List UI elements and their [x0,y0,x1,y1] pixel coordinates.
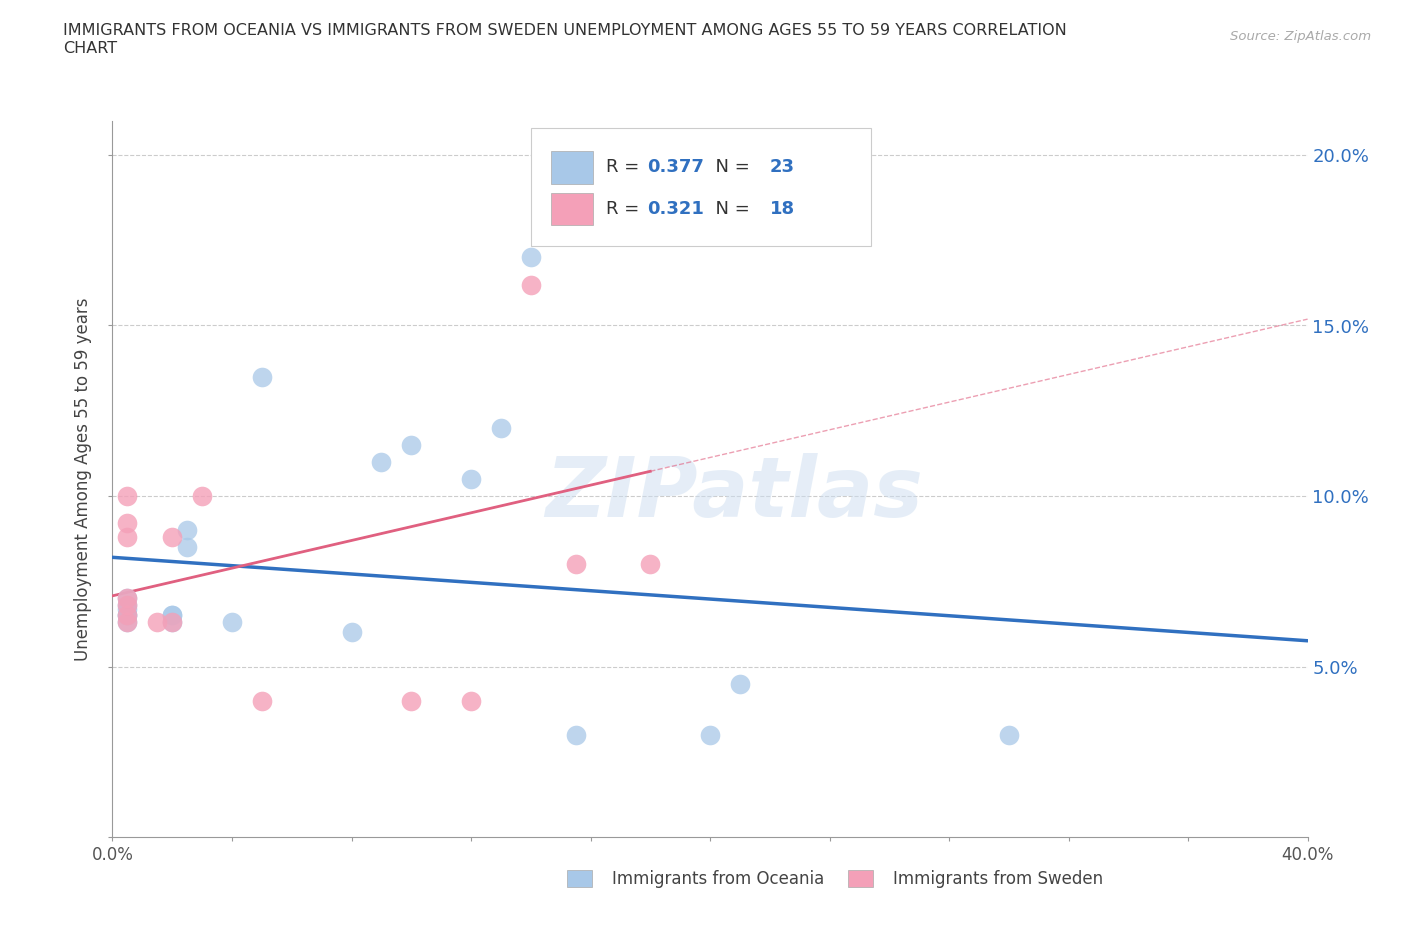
Text: R =: R = [606,200,645,218]
Point [117,608,139,623]
Point [401,693,423,708]
FancyBboxPatch shape [531,128,872,246]
Text: ZIPatlas: ZIPatlas [546,453,922,534]
Point [162,615,183,630]
FancyBboxPatch shape [567,870,592,887]
Y-axis label: Unemployment Among Ages 55 to 59 years: Unemployment Among Ages 55 to 59 years [75,298,93,660]
Point [699,727,721,742]
Point [117,601,139,616]
Point [117,591,139,605]
Point [520,250,543,265]
Point [117,591,139,605]
Point [520,277,543,292]
Text: IMMIGRANTS FROM OCEANIA VS IMMIGRANTS FROM SWEDEN UNEMPLOYMENT AMONG AGES 55 TO : IMMIGRANTS FROM OCEANIA VS IMMIGRANTS FR… [63,23,1067,56]
Point [162,608,183,623]
Point [640,557,662,572]
Point [250,693,273,708]
Point [176,523,198,538]
FancyBboxPatch shape [551,193,593,225]
Point [117,598,139,613]
Point [117,529,139,544]
Point [162,529,183,544]
Point [191,488,214,503]
Point [340,625,363,640]
Point [162,615,183,630]
Point [401,437,423,452]
Text: Immigrants from Sweden: Immigrants from Sweden [872,870,1102,888]
Point [176,539,198,554]
Text: Source: ZipAtlas.com: Source: ZipAtlas.com [1230,30,1371,43]
Point [998,727,1021,742]
Point [728,676,751,691]
Text: R =: R = [606,158,645,177]
Point [117,598,139,613]
Text: 0.377: 0.377 [647,158,703,177]
Point [146,615,169,630]
Point [117,608,139,623]
Text: N =: N = [704,200,755,218]
Point [162,608,183,623]
Point [370,455,392,470]
Point [117,615,139,630]
Point [221,615,243,630]
Point [564,557,586,572]
FancyBboxPatch shape [551,152,593,183]
Text: 23: 23 [770,158,794,177]
Point [117,615,139,630]
Text: 0.321: 0.321 [647,200,703,218]
Text: N =: N = [704,158,755,177]
Point [460,693,482,708]
Point [117,608,139,623]
Point [460,472,482,486]
Point [250,369,273,384]
Point [595,216,617,231]
Point [117,516,139,531]
Point [489,420,512,435]
Point [564,727,586,742]
FancyBboxPatch shape [848,870,873,887]
Text: 18: 18 [770,200,794,218]
Point [117,488,139,503]
Text: Immigrants from Oceania: Immigrants from Oceania [591,870,824,888]
